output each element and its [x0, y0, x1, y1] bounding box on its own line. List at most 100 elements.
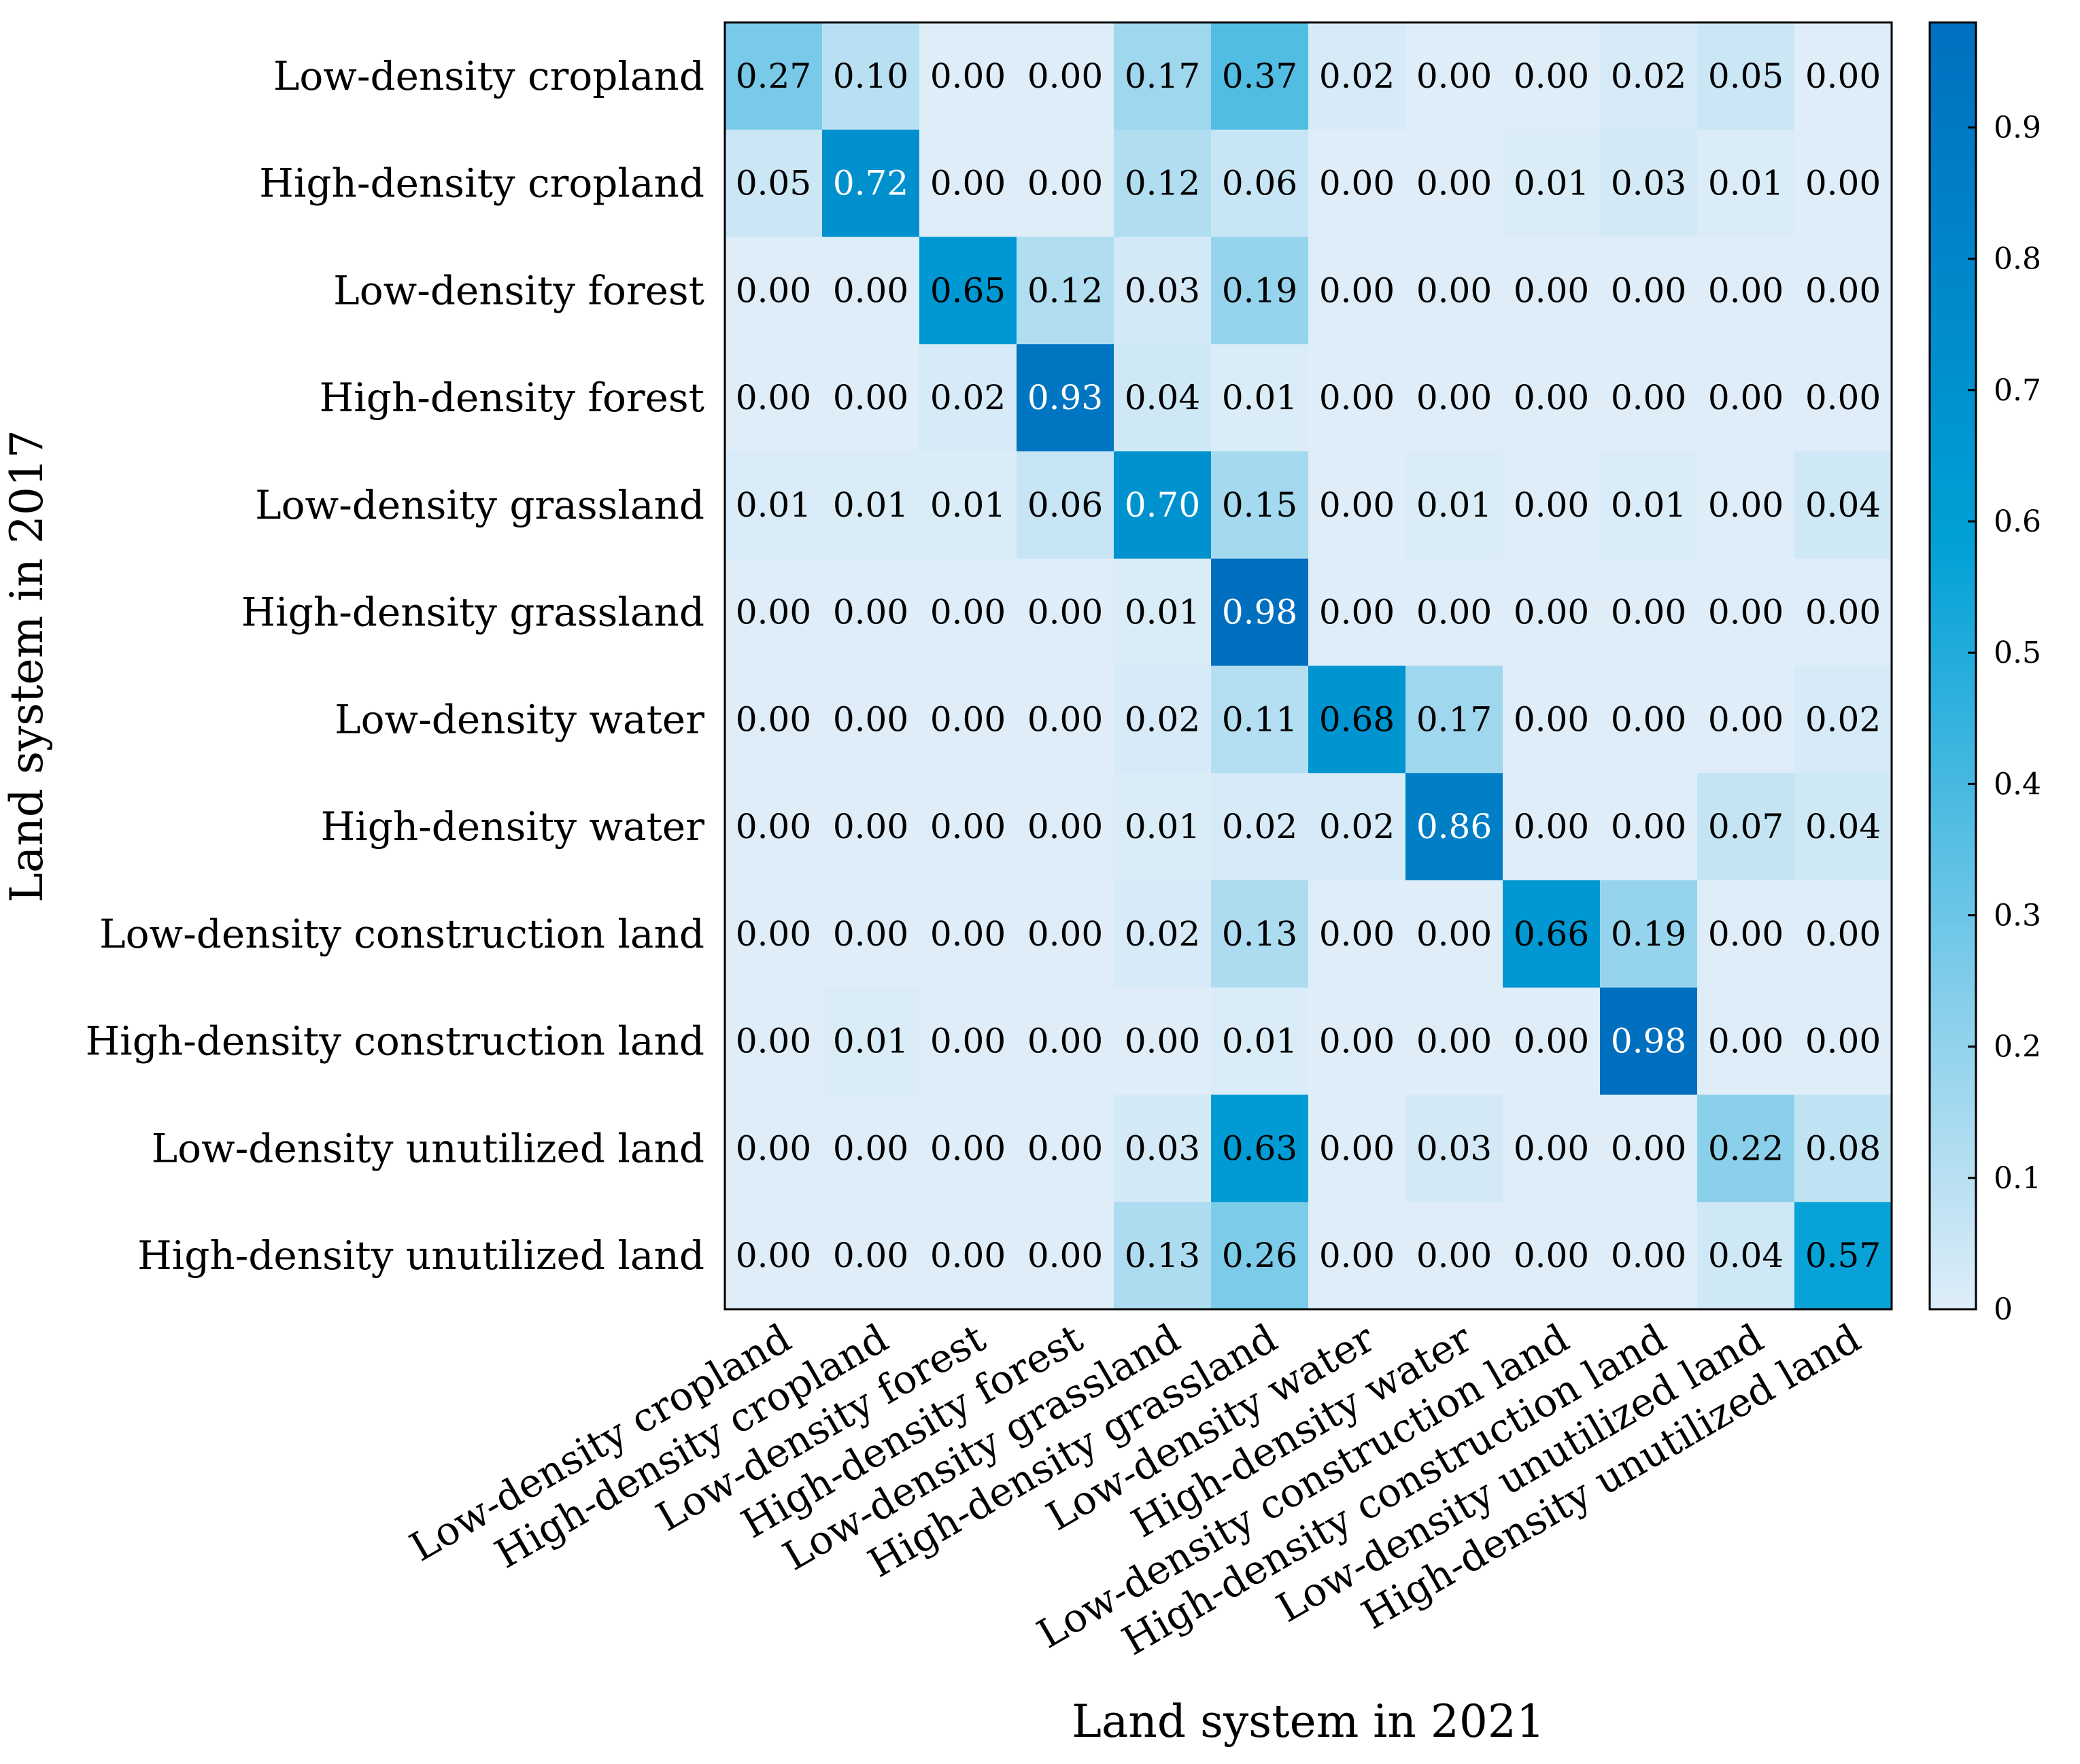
heatmap-cell	[1405, 987, 1503, 1095]
heatmap-cell-value: 0.00	[1514, 807, 1589, 846]
heatmap-cell	[1308, 129, 1406, 237]
heatmap-cell-value: 0.11	[1222, 699, 1297, 739]
heatmap-cell-value: 0.00	[930, 914, 1006, 954]
heatmap-cell-value: 0.00	[736, 593, 811, 632]
colorbar-tick-label: 0.3	[1994, 899, 2041, 933]
heatmap-cell-value: 0.06	[1027, 485, 1103, 525]
y-tick-label: Low-density cropland	[273, 53, 704, 99]
heatmap-cell-value: 0.00	[1805, 378, 1881, 417]
heatmap-cell-value: 0.68	[1319, 699, 1395, 739]
heatmap-cell-value: 0.00	[930, 1236, 1006, 1275]
heatmap-cell	[822, 129, 920, 237]
heatmap-cell-value: 0.00	[930, 164, 1006, 203]
heatmap-cell	[1211, 237, 1309, 345]
heatmap-cell	[1600, 22, 1698, 131]
heatmap-cell-value: 0.00	[736, 378, 811, 417]
heatmap-cell-value: 0.00	[1319, 271, 1395, 310]
heatmap-cell-value: 0.37	[1222, 56, 1297, 96]
heatmap-cell-value: 0.00	[1611, 593, 1686, 632]
heatmap-cell	[1308, 22, 1406, 131]
heatmap-cell	[1503, 558, 1601, 666]
heatmap-cell	[725, 1202, 823, 1310]
y-tick-label: High-density water	[321, 803, 705, 850]
heatmap-cell	[725, 773, 823, 881]
heatmap-cell	[1405, 773, 1503, 881]
heatmap-cell-value: 0.00	[833, 1236, 908, 1275]
heatmap-cell-value: 0.05	[736, 164, 811, 203]
heatmap-cell-value: 0.00	[833, 807, 908, 846]
heatmap-cell	[1211, 880, 1309, 988]
heatmap-cell-value: 0.00	[1514, 56, 1589, 96]
heatmap-cell	[1211, 129, 1309, 237]
heatmap-cell-value: 0.01	[1611, 485, 1686, 525]
heatmap-cell-value: 0.00	[1611, 1236, 1686, 1275]
heatmap-cell-value: 0.02	[1319, 807, 1395, 846]
heatmap-cell-value: 0.00	[1319, 1128, 1395, 1168]
heatmap-cell-value: 0.00	[930, 1022, 1006, 1061]
heatmap-cell-value: 0.00	[1027, 699, 1103, 739]
heatmap-cell-value: 0.07	[1708, 807, 1784, 846]
heatmap-cell-value: 0.00	[1611, 1128, 1686, 1168]
heatmap-cell	[725, 1094, 823, 1203]
y-axis-title: Land system in 2017	[1, 430, 53, 903]
heatmap-cell	[1114, 22, 1212, 131]
heatmap-cell-value: 0.02	[1611, 56, 1686, 96]
y-axis-tick-labels: Low-density cropland High-density croplan…	[86, 53, 705, 1279]
y-tick-label: High-density unutilized land	[137, 1232, 704, 1279]
heatmap-cell-value: 0.00	[930, 593, 1006, 632]
heatmap-cell	[1697, 237, 1795, 345]
heatmap-cell-value: 0.01	[1514, 164, 1589, 203]
heatmap-cell	[1308, 1202, 1406, 1310]
heatmap-cell-value: 0.13	[1222, 914, 1297, 954]
heatmap-cell-value: 0.98	[1611, 1022, 1686, 1061]
heatmap-cell	[1308, 344, 1406, 452]
heatmap-cell	[1308, 451, 1406, 559]
heatmap-cell-value: 0.00	[833, 1128, 908, 1168]
heatmap-cell-value: 0.00	[1805, 56, 1881, 96]
heatmap-cell	[919, 344, 1017, 452]
heatmap-cell-value: 0.00	[1805, 914, 1881, 954]
heatmap-cell	[1017, 1202, 1114, 1310]
heatmap-cell-value: 0.19	[1611, 914, 1686, 954]
heatmap-cell	[1405, 558, 1503, 666]
heatmap-cell	[919, 665, 1017, 774]
heatmap-cell-value: 0.00	[1708, 699, 1784, 739]
colorbar-tick-label: 0.4	[1994, 767, 2041, 801]
heatmap-cell	[725, 558, 823, 666]
heatmap-cell-value: 0.00	[1708, 914, 1784, 954]
heatmap-cell-value: 0.00	[1416, 914, 1492, 954]
heatmap-cell	[1697, 1094, 1795, 1203]
heatmap-cell	[725, 451, 823, 559]
heatmap-cell-value: 0.04	[1708, 1236, 1784, 1275]
heatmap-cell	[1114, 1094, 1212, 1203]
heatmap-cell	[1600, 773, 1698, 881]
heatmap-cell-value: 0.00	[1708, 378, 1784, 417]
heatmap-cell	[1503, 129, 1601, 237]
heatmap-cell	[725, 22, 823, 131]
heatmap-cell-value: 0.00	[1514, 1236, 1589, 1275]
heatmap-cell-value: 0.00	[1416, 1236, 1492, 1275]
heatmap-cell-value: 0.00	[1027, 56, 1103, 96]
heatmap-cell	[1114, 558, 1212, 666]
heatmap-cell-value: 0.01	[1222, 378, 1297, 417]
heatmap-cell	[1794, 773, 1892, 881]
heatmap-cell-value: 0.01	[1125, 593, 1200, 632]
heatmap-cell-value: 0.00	[930, 699, 1006, 739]
heatmap-cell	[1600, 129, 1698, 237]
heatmap-cell	[1211, 451, 1309, 559]
y-tick-label: High-density grassland	[241, 589, 704, 636]
heatmap-cell	[1211, 773, 1309, 881]
heatmap-cell	[1308, 237, 1406, 345]
heatmap-cell	[1017, 773, 1114, 881]
heatmap-cell	[1600, 665, 1698, 774]
heatmap-cell-value: 0.12	[1027, 271, 1103, 310]
heatmap-cell-value: 0.70	[1125, 485, 1200, 525]
heatmap-cell	[725, 344, 823, 452]
heatmap-cell	[1308, 880, 1406, 988]
heatmap-cell-value: 0.06	[1222, 164, 1297, 203]
heatmap-cell-value: 0.05	[1708, 56, 1784, 96]
heatmap-cell-value: 0.00	[1514, 593, 1589, 632]
heatmap-cell-value: 0.00	[930, 56, 1006, 96]
heatmap-cell	[725, 665, 823, 774]
